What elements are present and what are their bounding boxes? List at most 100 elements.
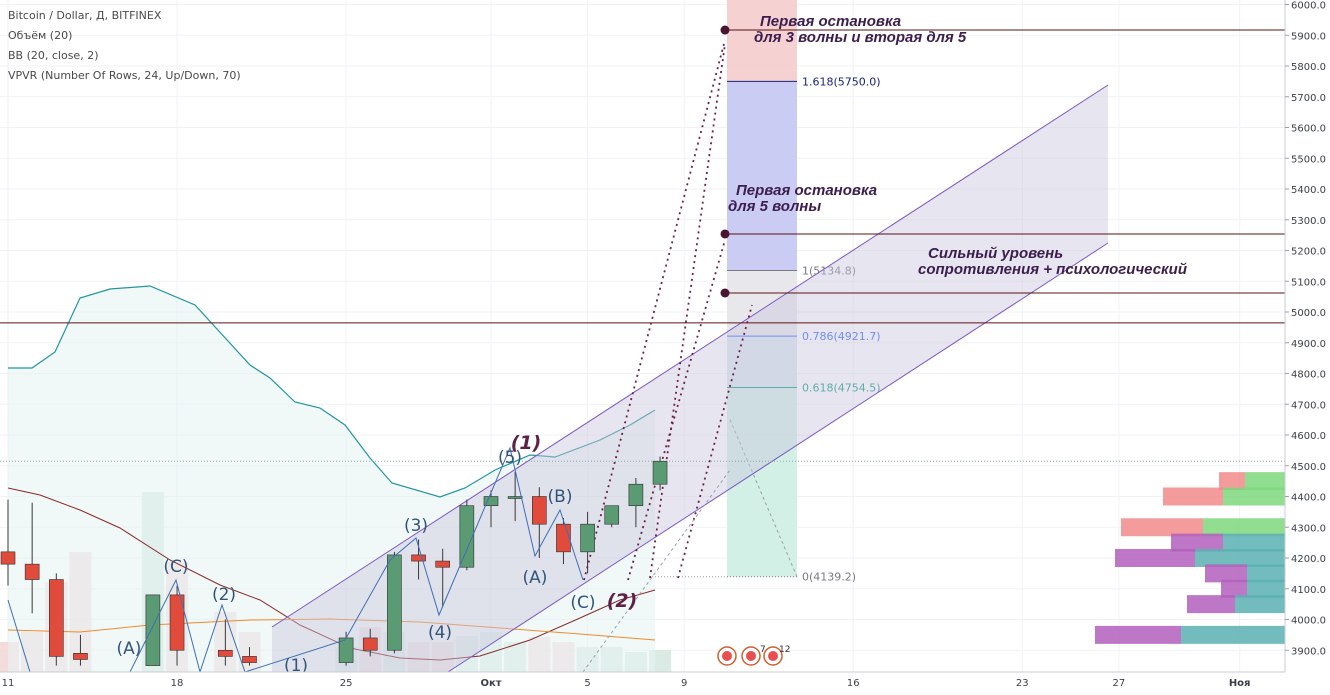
wave-label-b: (B)	[548, 487, 573, 507]
wave-label-a2: (A)	[523, 568, 548, 588]
annotation-stop-5-line2: для 5 волны	[728, 198, 822, 215]
channel-fill	[272, 85, 1108, 672]
vpvr-up-bar	[1247, 564, 1285, 583]
candle-body	[628, 483, 644, 507]
candle-body	[218, 649, 233, 657]
vpvr-up-bar	[1181, 625, 1285, 644]
time-tick-label: Окт	[480, 678, 501, 689]
indicator-volume[interactable]: Объём (20)	[8, 29, 73, 42]
annotation-stop-3-5: Первая остановка для 3 волны и вторая дл…	[754, 14, 966, 46]
price-tick-label: 5600.0	[1291, 124, 1326, 135]
indicator-bb[interactable]: BB (20, close, 2)	[8, 49, 99, 62]
candle-body	[435, 560, 451, 568]
wave-label-big2: (2)	[607, 590, 638, 612]
wave-label-w3: (3)	[404, 516, 428, 536]
event-flag-core	[722, 651, 732, 661]
price-tick-label: 4600.0	[1291, 431, 1326, 442]
volume-profile	[1095, 472, 1285, 644]
vpvr-down-bar	[1095, 625, 1181, 644]
wave-lines	[7, 446, 584, 674]
wave-label-c1: (C)	[163, 557, 188, 577]
fib-zone-top	[727, 0, 797, 82]
candle-body	[169, 594, 185, 651]
fib-zone-blue	[727, 81, 797, 271]
vpvr-up-bar	[1195, 549, 1285, 567]
bb-basis	[7, 487, 656, 661]
price-tick-label: 4300.0	[1291, 523, 1326, 534]
time-tick-label: Ноя	[1229, 678, 1251, 689]
annotation-stop-5: Первая остановка для 5 волны	[728, 182, 878, 215]
vpvr-down-bar	[1121, 518, 1203, 537]
channel-upper	[271, 84, 1109, 628]
price-tick-label: 5000.0	[1291, 308, 1326, 319]
fib-zone-grey	[727, 270, 797, 337]
wave-label-w1: (1)	[284, 656, 308, 676]
price-tick-label: 4400.0	[1291, 493, 1326, 504]
price-tick-label: 5100.0	[1291, 277, 1326, 288]
candles	[0, 456, 668, 666]
vpvr-down-bar	[1171, 533, 1223, 552]
time-tick-label: 27	[1113, 678, 1126, 689]
annotation-resistance: Сильный уровень сопротивления + психолог…	[918, 246, 1187, 278]
channel-lower	[447, 242, 1109, 673]
candle-body	[411, 554, 426, 562]
price-tick-label: 3900.0	[1291, 646, 1326, 657]
time-tick-label: 18	[171, 678, 184, 689]
time-axis-bg	[0, 672, 1330, 691]
vpvr-up-bar	[1247, 579, 1285, 598]
path-to-5253	[627, 239, 726, 581]
candle-body	[580, 523, 595, 553]
price-tick-label: 5300.0	[1291, 216, 1326, 227]
candle-body	[145, 594, 161, 666]
target-dot	[720, 229, 730, 239]
candle-body	[652, 460, 668, 485]
price-tick-label: 4500.0	[1291, 462, 1326, 473]
price-tick-label: 5200.0	[1291, 247, 1326, 258]
price-tick-label: 4900.0	[1291, 339, 1326, 350]
symbol-line[interactable]: Bitcoin / Dollar, Д, BITFINEX	[8, 9, 162, 22]
annotation-stop-5-line1: Первая остановка	[736, 182, 878, 199]
vpvr-down-bar	[1219, 472, 1245, 491]
wave-labels: (A)(C)(2)(1)(3)(4)(5)(1)(B)(A)(C) (2)7 12	[117, 432, 791, 676]
candle-body	[362, 637, 378, 651]
bb-lower	[7, 618, 656, 641]
bb-fill	[8, 286, 655, 672]
annotation-stop-3-5-line2: для 3 волны и вторая для 5	[754, 29, 967, 46]
fib-zone-green	[727, 387, 797, 577]
event-count-a: 7	[760, 645, 766, 655]
candle-body	[387, 554, 402, 651]
event-count-b: 12	[779, 645, 790, 655]
wave-line	[7, 446, 584, 674]
price-tick-label: 5400.0	[1291, 185, 1326, 196]
vpvr-up-bar	[1223, 487, 1285, 506]
time-tick-label: 23	[1016, 678, 1029, 689]
time-tick-label: 11	[2, 678, 15, 689]
projection-paths	[582, 25, 753, 673]
fib-level-label: 0.786(4921.7)	[802, 330, 881, 343]
event-flag-core	[746, 651, 756, 661]
price-axis: 3900.0 4000.0 4100.0 4200.0 4300.0 4400.0 4500…	[1284, 0, 1330, 691]
price-tick-label: 4200.0	[1291, 554, 1326, 565]
candle-body	[604, 505, 620, 525]
candle-body	[0, 551, 16, 565]
target-dot	[720, 25, 730, 35]
wave-label-big1: (1)	[511, 432, 542, 454]
vpvr-up-bar	[1235, 595, 1285, 614]
candle-body	[73, 653, 88, 660]
vpvr-down-bar	[1115, 549, 1195, 567]
price-tick-label: 4100.0	[1291, 585, 1326, 596]
candle-body	[242, 656, 257, 663]
vpvr-up-bar	[1203, 518, 1285, 537]
path-to-5061	[677, 304, 753, 579]
indicator-vpvr[interactable]: VPVR (Number Of Rows, 24, Up/Down, 70)	[8, 69, 241, 82]
price-axis-bg	[1285, 0, 1330, 691]
vpvr-down-bar	[1187, 595, 1235, 614]
event-markers: 7 12	[717, 645, 790, 666]
price-tick-label: 5900.0	[1291, 31, 1326, 42]
vpvr-down-bar	[1221, 579, 1247, 598]
price-tick-label: 5800.0	[1291, 62, 1326, 73]
time-tick-label: 16	[847, 678, 860, 689]
price-tick-label: 6000.0	[1291, 1, 1326, 12]
